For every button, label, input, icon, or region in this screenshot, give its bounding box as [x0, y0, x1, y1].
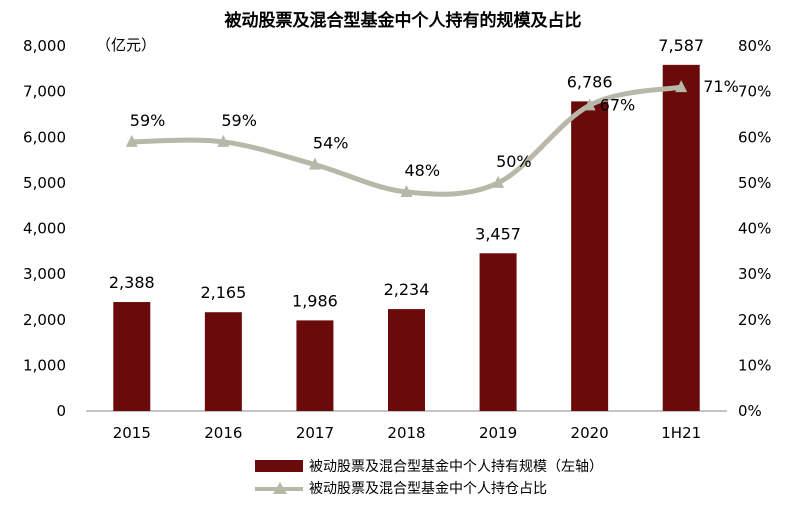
bar-data-label: 6,786 — [567, 72, 613, 91]
bar-data-label: 7,587 — [658, 36, 704, 55]
right-axis-tick-label: 50% — [738, 174, 771, 192]
left-axis-ticks: 0 1,000 2,000 3,000 4,000 5,000 6,000 7,000 8,00… — [23, 37, 66, 420]
legend-swatch-line — [255, 482, 303, 494]
bar — [113, 302, 151, 411]
bar-data-label: 2,388 — [109, 273, 155, 292]
line-marker — [400, 185, 413, 197]
bar — [388, 309, 425, 411]
line-data-label: 54% — [313, 134, 349, 153]
x-axis-tick-label: 2020 — [571, 424, 609, 442]
bar-series — [113, 64, 700, 412]
x-axis-tick-label: 1H21 — [661, 424, 701, 442]
x-axis-tick-label: 2017 — [296, 424, 334, 442]
left-axis-tick-label: 6,000 — [23, 128, 66, 146]
right-axis-tick-label: 10% — [738, 356, 771, 374]
line-data-label: 50% — [496, 152, 532, 171]
left-axis-tick-label: 2,000 — [23, 311, 66, 329]
bar-data-labels: 2,388 2,165 1,986 2,234 3,457 6,786 7,587 — [109, 36, 704, 311]
left-axis-tick-label: 0 — [56, 402, 66, 420]
line-data-labels: 59% 59% 54% 48% 50% 67% 71% — [130, 77, 739, 180]
x-axis-tick-label: 2018 — [387, 424, 425, 442]
right-axis-tick-label: 60% — [738, 128, 771, 146]
x-axis-tick-label: 2015 — [113, 424, 151, 442]
left-axis-tick-label: 3,000 — [23, 265, 66, 283]
right-axis-tick-label: 80% — [738, 37, 771, 55]
bar-data-label: 2,165 — [200, 283, 246, 302]
left-axis-tick-label: 4,000 — [23, 220, 66, 238]
legend-swatch-bar — [255, 460, 303, 472]
line-data-label: 59% — [130, 111, 166, 130]
legend-item-line: 被动股票及混合型基金中个人持仓占比 — [255, 477, 603, 499]
bar — [204, 312, 242, 411]
line-data-label: 48% — [405, 161, 441, 180]
line-data-label: 67% — [600, 95, 636, 114]
right-axis-ticks: 0% 10% 20% 30% 40% 50% 60% 70% 80% — [738, 37, 771, 420]
line-marker — [583, 98, 596, 111]
left-axis-tick-label: 8,000 — [23, 37, 66, 55]
right-axis-tick-label: 30% — [738, 265, 771, 283]
x-axis-tick-label: 2019 — [479, 424, 517, 442]
line-data-label: 71% — [703, 77, 739, 96]
x-axis-tick-label: 2016 — [204, 424, 242, 442]
x-axis-ticks: 2015 2016 2017 2018 2019 2020 1H21 — [113, 424, 701, 442]
bar — [662, 64, 700, 411]
legend-label-line: 被动股票及混合型基金中个人持仓占比 — [309, 481, 547, 497]
line-marker — [217, 134, 230, 147]
bar — [479, 253, 517, 411]
bar-data-label: 3,457 — [475, 224, 521, 243]
left-axis-unit-label: （亿元） — [96, 36, 157, 54]
legend-label-bar: 被动股票及混合型基金中个人持有规模（左轴） — [309, 459, 603, 475]
bar — [296, 320, 334, 411]
bar-data-label: 2,234 — [384, 280, 430, 299]
line-marker — [492, 175, 505, 188]
bar-data-label: 1,986 — [292, 291, 338, 310]
right-axis-tick-label: 70% — [738, 83, 771, 101]
right-axis-tick-label: 20% — [738, 311, 771, 329]
line-markers — [125, 80, 688, 197]
bar — [571, 101, 609, 412]
legend: 被动股票及混合型基金中个人持有规模（左轴） 被动股票及混合型基金中个人持仓占比 — [255, 455, 603, 499]
chart-title: 被动股票及混合型基金中个人持有的规模及占比 — [224, 11, 582, 31]
left-axis-tick-label: 1,000 — [23, 356, 66, 374]
line-marker — [125, 134, 138, 147]
line-marker — [675, 80, 688, 93]
left-axis-tick-label: 5,000 — [23, 174, 66, 192]
right-axis-tick-label: 40% — [738, 220, 771, 238]
left-axis-tick-label: 7,000 — [23, 83, 66, 101]
line-data-label: 59% — [221, 111, 257, 130]
line-marker — [308, 157, 321, 170]
right-axis-tick-label: 0% — [738, 402, 762, 420]
legend-item-bar: 被动股票及混合型基金中个人持有规模（左轴） — [255, 455, 603, 477]
